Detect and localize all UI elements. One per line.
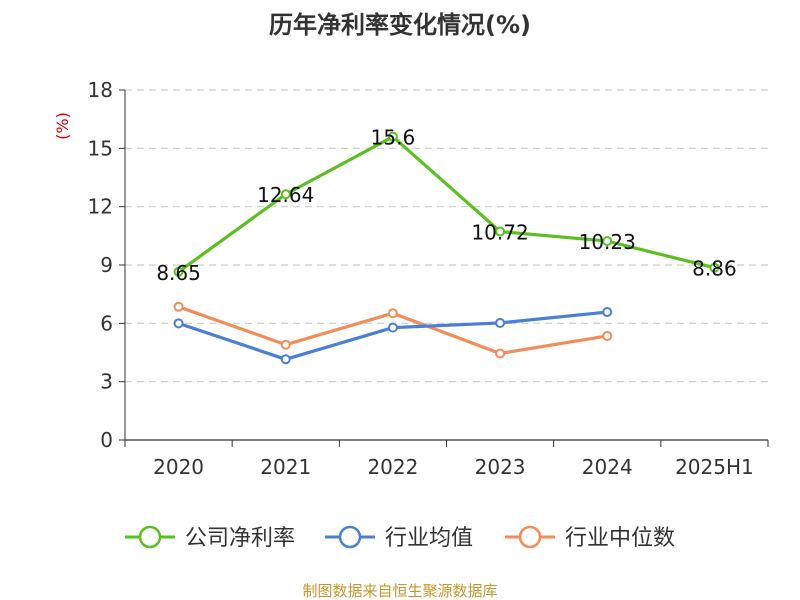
x-tick-label: 2024 [582, 455, 633, 479]
legend: 公司净利率 行业均值 行业中位数 [125, 525, 675, 551]
series-0-point [709, 262, 720, 273]
y-tick-label: 9 [100, 253, 113, 277]
series-1-point [495, 317, 506, 328]
series-2-point [495, 348, 506, 359]
series-1-point [387, 322, 398, 333]
axes: 0 3 6 9 12 15 18 2020 2021 2022 2023 2024 2025H1 [88, 78, 769, 479]
series-0-point [602, 236, 613, 247]
series-2-point [280, 339, 291, 350]
x-tick-label: 2020 [153, 455, 204, 479]
series-0-point [387, 131, 398, 142]
y-tick-label: 15 [88, 136, 113, 160]
series-2-point [602, 330, 613, 341]
legend-marker-2 [518, 525, 542, 549]
data-label: 15.6 [371, 126, 416, 150]
x-tick-label: 2021 [260, 455, 311, 479]
series-0-point [280, 189, 291, 200]
series-0-point [173, 266, 184, 277]
legend-marker-0 [138, 525, 162, 549]
data-label: 8.65 [156, 261, 201, 285]
series-2-point [387, 308, 398, 319]
legend-label-0: 公司净利率 [185, 526, 295, 551]
legend-marker-1 [338, 525, 362, 549]
series-1-point [280, 354, 291, 365]
series-0-point [495, 226, 506, 237]
legend-label-2: 行业中位数 [565, 526, 675, 551]
x-tick-label: 2022 [367, 455, 418, 479]
y-tick-label: 0 [100, 428, 113, 452]
y-axis-label: (%) [53, 112, 72, 140]
series-lines [173, 131, 720, 365]
series-1-point [602, 307, 613, 318]
series-1-point [173, 318, 184, 329]
source-note: 制图数据来自恒生聚源数据库 [302, 582, 497, 600]
series-2-point [173, 301, 184, 312]
data-label: 12.64 [257, 183, 314, 207]
chart-title: 历年净利率变化情况(%) [269, 11, 531, 39]
data-label: 8.86 [692, 257, 737, 281]
series-line-1 [178, 310, 608, 361]
y-tick-label: 6 [100, 311, 113, 335]
data-label: 10.72 [471, 221, 528, 245]
legend-label-1: 行业均值 [385, 526, 473, 551]
y-tick-label: 12 [88, 195, 113, 219]
x-tick-label: 2025H1 [675, 455, 754, 479]
y-tick-label: 3 [100, 370, 113, 394]
data-labels: 8.65 12.64 15.6 10.72 10.23 8.86 [156, 126, 736, 285]
series-line-0 [177, 135, 715, 274]
x-tick-label: 2023 [475, 455, 526, 479]
data-label: 10.23 [579, 230, 636, 254]
y-tick-label: 18 [88, 78, 113, 102]
